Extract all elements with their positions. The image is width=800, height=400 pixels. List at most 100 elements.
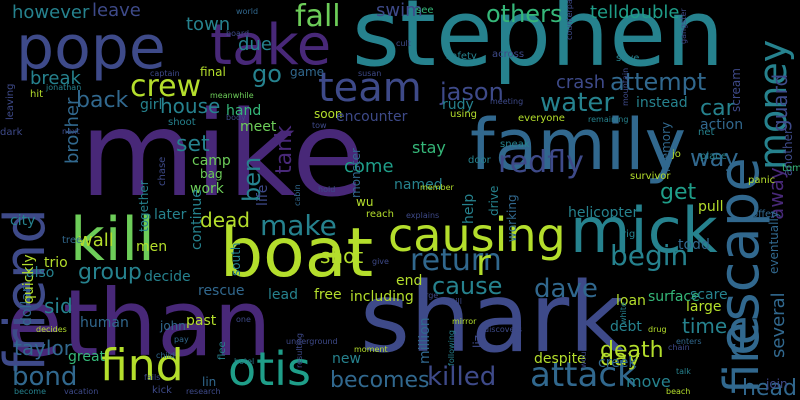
cloud-word-past: past <box>186 313 217 329</box>
cloud-word-vacation: vacation <box>64 387 99 396</box>
cloud-word-r: r <box>476 243 491 284</box>
cloud-word-using: using <box>450 109 478 120</box>
cloud-word-hit: hit <box>30 89 44 100</box>
cloud-word-mountain: mountain <box>621 67 630 106</box>
cloud-word-town: town <box>186 14 231 35</box>
cloud-word-shoot: shoot <box>168 117 196 128</box>
cloud-word-begin: begin <box>610 239 689 272</box>
cloud-word-final: final <box>200 65 226 79</box>
cloud-word-new: new <box>332 351 361 367</box>
cloud-word-dark: dark <box>0 127 23 138</box>
cloud-word-come: come <box>344 156 394 177</box>
cloud-word-research: research <box>186 387 221 396</box>
cloud-word-otis: otis <box>228 342 311 396</box>
cloud-word-memory: memory <box>659 121 673 172</box>
cloud-word-next: next <box>62 127 80 136</box>
cloud-word-make: make <box>260 209 337 242</box>
cloud-word-end: end <box>396 273 423 289</box>
cloud-word-join: join <box>766 377 788 391</box>
cloud-word-stephen: stephen <box>352 0 725 87</box>
cloud-word-underground: underground <box>286 337 338 346</box>
cloud-word-boat: boat <box>220 214 374 293</box>
cloud-word-camp: camp <box>192 153 231 169</box>
cloud-word-world: world <box>236 7 259 16</box>
cloud-word-leave: leave <box>92 0 141 21</box>
cloud-word-kill: kill <box>70 205 155 275</box>
cloud-word-also: also <box>26 265 55 281</box>
cloud-word-dave: dave <box>534 274 598 304</box>
cloud-word-scare: scare <box>690 287 728 303</box>
cloud-word-head: head <box>742 376 797 400</box>
cloud-word-shot: shot <box>320 244 364 268</box>
cloud-word-set: set <box>176 132 210 157</box>
cloud-word-fails: fails <box>144 373 161 382</box>
cloud-word-swim: swim <box>376 0 423 21</box>
cloud-word-moment: moment <box>354 345 388 354</box>
cloud-word-pay: pay <box>174 335 189 344</box>
cloud-word-see: see <box>416 5 434 16</box>
cloud-word-body: body <box>226 113 246 122</box>
cloud-word-panic: panic <box>748 175 776 186</box>
cloud-word-place: place <box>700 151 727 162</box>
cloud-word-door: door <box>468 155 491 166</box>
cloud-word-including: including <box>350 289 414 305</box>
cloud-word-loan: loan <box>616 293 646 309</box>
cloud-word-family: family <box>470 104 687 186</box>
cloud-word-south: south <box>229 242 243 276</box>
cloud-word-way: way <box>690 144 739 172</box>
cloud-word-city: city <box>10 213 36 229</box>
cloud-word-reach: reach <box>366 209 395 220</box>
cloud-word-girl: girl <box>140 97 163 113</box>
cloud-word-shark: shark <box>360 262 625 374</box>
cloud-word-hotel: hotel <box>234 357 255 366</box>
cloud-word-million: million <box>417 317 433 364</box>
cloud-word-mick: mick <box>570 194 718 267</box>
cloud-word-stay: stay <box>412 138 446 157</box>
cloud-word-john: john <box>160 319 186 333</box>
cloud-word-urge: urge <box>420 291 439 300</box>
cloud-word-lead: lead <box>268 287 298 303</box>
cloud-word-scream: scream <box>729 68 743 112</box>
cloud-word-great: great <box>68 349 106 365</box>
cloud-word-todd: todd <box>678 237 710 253</box>
cloud-word-across: across <box>492 49 525 60</box>
cloud-word-take: take <box>210 13 332 78</box>
cloud-word-hold: hold <box>318 185 336 194</box>
cloud-word-bond: bond <box>12 362 78 392</box>
cloud-word-mirror: mirror <box>452 317 477 326</box>
cloud-word-car: car <box>700 96 735 121</box>
cloud-word-time: time <box>682 314 728 338</box>
cloud-word-hand: hand <box>226 103 262 119</box>
cloud-word-rudy: rudy <box>442 97 474 113</box>
cloud-word-meet: meet <box>240 119 277 135</box>
cloud-word-cause: cause <box>432 272 503 300</box>
cloud-word-life: life <box>255 184 271 206</box>
cloud-word-others: others <box>486 0 563 28</box>
cloud-word-becomes: becomes <box>330 368 430 393</box>
cloud-word-drive: drive <box>487 185 501 216</box>
cloud-word-sneak: sneak <box>500 139 530 150</box>
cloud-word-chain: chain <box>668 343 690 352</box>
cloud-word-redfly: redfly <box>498 145 584 180</box>
cloud-word-named: named <box>394 177 443 193</box>
cloud-word-large: large <box>686 299 722 315</box>
cloud-word-game: game <box>290 65 325 79</box>
cloud-word-mike: mike <box>80 85 365 223</box>
cloud-word-beach: beach <box>666 387 691 396</box>
cloud-word-working: working <box>505 194 519 242</box>
cloud-word-tom: tom <box>782 163 800 174</box>
cloud-word-following: following <box>447 330 456 366</box>
cloud-word-white: white <box>619 302 628 324</box>
cloud-word-dead: dead <box>200 208 250 232</box>
cloud-word-help: help <box>461 193 477 224</box>
cloud-word-remaining: remaining <box>588 115 629 124</box>
cloud-word-explains: explains <box>406 211 440 220</box>
cloud-word-causing: causing <box>388 208 566 262</box>
cloud-word-day: day <box>600 346 641 371</box>
cloud-word-jonathan: jonathan <box>46 83 82 92</box>
cloud-word-return: return <box>410 243 502 278</box>
cloud-word-work: work <box>190 181 224 197</box>
cloud-word-attack: attack <box>530 355 637 395</box>
cloud-word-susan: susan <box>358 69 382 78</box>
